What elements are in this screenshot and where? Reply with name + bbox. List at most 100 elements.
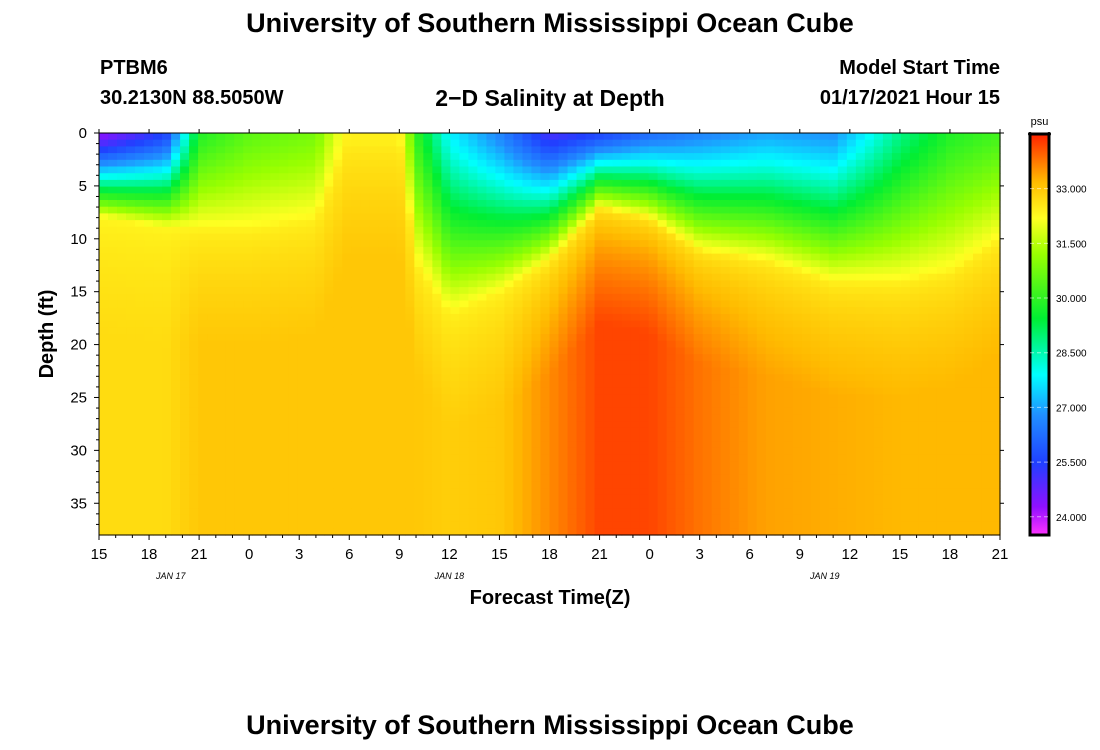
heatmap-cell xyxy=(432,313,442,322)
heatmap-cell xyxy=(117,447,127,456)
heatmap-cell xyxy=(756,508,767,516)
heatmap-cell xyxy=(819,528,830,536)
heatmap-cell xyxy=(306,421,316,429)
heatmap-cell xyxy=(513,280,524,288)
heatmap-cell xyxy=(414,293,424,302)
heatmap-cell xyxy=(621,139,632,147)
heatmap-cell xyxy=(612,293,623,302)
heatmap-cell xyxy=(522,267,533,275)
heatmap-cell xyxy=(450,246,460,255)
heatmap-cell xyxy=(180,273,190,281)
heatmap-cell xyxy=(108,213,118,221)
heatmap-cell xyxy=(369,280,379,288)
heatmap-cell xyxy=(684,394,695,402)
heatmap-cell xyxy=(477,246,488,255)
heatmap-cell xyxy=(234,528,244,536)
heatmap-cell xyxy=(504,347,515,355)
heatmap-cell xyxy=(369,494,379,503)
heatmap-cell xyxy=(783,468,794,476)
heatmap-cell xyxy=(342,374,352,382)
heatmap-cell xyxy=(198,521,208,529)
heatmap-cell xyxy=(324,153,334,161)
heatmap-cell xyxy=(738,280,749,288)
heatmap-cell xyxy=(567,347,578,355)
heatmap-cell xyxy=(576,494,587,503)
heatmap-cell xyxy=(828,508,839,516)
heatmap-cell xyxy=(171,327,181,335)
heatmap-cell xyxy=(693,394,704,402)
heatmap-cell xyxy=(216,133,226,141)
heatmap-cell xyxy=(207,427,217,436)
heatmap-cell xyxy=(567,287,578,295)
heatmap-cell xyxy=(603,380,614,389)
heatmap-cell xyxy=(747,273,758,281)
heatmap-cell xyxy=(567,354,578,362)
heatmap-cell xyxy=(450,240,460,248)
heatmap-cell xyxy=(216,407,226,415)
heatmap-cell xyxy=(342,521,352,529)
heatmap-cell xyxy=(621,401,632,409)
heatmap-cell xyxy=(162,273,172,281)
heatmap-cell xyxy=(729,434,740,442)
heatmap-cell xyxy=(684,287,695,295)
heatmap-cell xyxy=(306,173,316,181)
heatmap-cell xyxy=(126,514,136,523)
heatmap-cell xyxy=(531,260,542,268)
heatmap-cell xyxy=(360,394,370,402)
heatmap-cell xyxy=(423,521,433,529)
heatmap-cell xyxy=(756,454,767,462)
heatmap-cell xyxy=(558,421,569,429)
heatmap-cell xyxy=(522,347,533,355)
heatmap-cell xyxy=(837,441,848,449)
heatmap-cell xyxy=(126,334,136,342)
heatmap-cell xyxy=(153,454,163,462)
heatmap-cell xyxy=(702,307,713,315)
heatmap-cell xyxy=(351,360,361,369)
heatmap-cell xyxy=(558,447,569,456)
heatmap-cell xyxy=(468,173,479,181)
heatmap-cell xyxy=(639,488,650,496)
heatmap-cell xyxy=(459,441,470,449)
heatmap-cell xyxy=(333,374,343,382)
heatmap-cell xyxy=(279,307,289,315)
heatmap-cell xyxy=(315,488,325,496)
heatmap-cell xyxy=(504,360,515,369)
heatmap-cell xyxy=(297,179,307,188)
heatmap-cell xyxy=(666,307,677,315)
heatmap-cell xyxy=(144,374,154,382)
heatmap-cell xyxy=(648,494,659,503)
heatmap-cell xyxy=(540,367,551,375)
heatmap-cell xyxy=(198,213,208,221)
heatmap-cell xyxy=(720,313,731,322)
heatmap-cell xyxy=(504,313,515,322)
heatmap-cell xyxy=(531,139,542,147)
heatmap-cell xyxy=(747,186,758,194)
heatmap-cell xyxy=(99,233,109,241)
heatmap-cell xyxy=(333,179,343,188)
heatmap-cell xyxy=(612,474,623,482)
heatmap-cell xyxy=(306,427,316,436)
heatmap-cell xyxy=(756,380,767,389)
heatmap-cell xyxy=(351,313,361,322)
heatmap-cell xyxy=(846,173,857,181)
heatmap-cell xyxy=(558,320,569,328)
heatmap-cell xyxy=(612,380,623,389)
heatmap-cell xyxy=(270,179,280,188)
heatmap-cell xyxy=(441,468,451,476)
heatmap-cell xyxy=(720,273,731,281)
heatmap-cell xyxy=(450,273,460,281)
heatmap-cell xyxy=(837,347,848,355)
heatmap-cell xyxy=(441,253,451,261)
heatmap-cell xyxy=(558,501,569,509)
heatmap-cell xyxy=(432,488,442,496)
heatmap-cell xyxy=(693,273,704,281)
heatmap-cell xyxy=(765,514,776,523)
heatmap-cell xyxy=(369,421,379,429)
heatmap-cell xyxy=(765,300,776,308)
heatmap-cell xyxy=(567,307,578,315)
heatmap-cell xyxy=(612,193,623,201)
heatmap-cell xyxy=(738,461,749,469)
heatmap-cell xyxy=(684,354,695,362)
heatmap-cell xyxy=(846,186,857,194)
heatmap-cell xyxy=(693,233,704,241)
